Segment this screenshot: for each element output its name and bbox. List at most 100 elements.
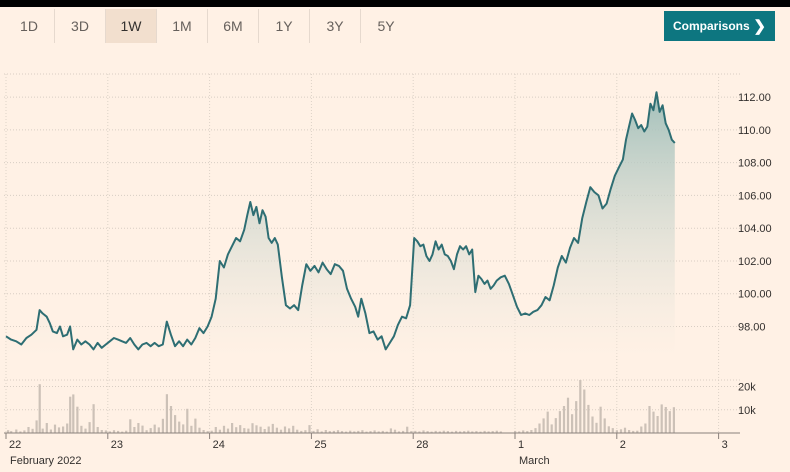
- volume-bar: [595, 422, 598, 433]
- volume-bar: [275, 427, 278, 433]
- volume-bar: [304, 430, 307, 433]
- range-button-6m[interactable]: 6M: [208, 9, 259, 43]
- volume-bar: [571, 414, 574, 433]
- volume-bar: [607, 426, 610, 433]
- volume-bar: [636, 430, 639, 433]
- volume-bar: [41, 428, 44, 433]
- volume-bar: [365, 431, 368, 433]
- volume-bar: [49, 429, 52, 433]
- range-button-1y[interactable]: 1Y: [259, 9, 310, 43]
- x-tick-label: 23: [111, 439, 123, 451]
- volume-bar: [243, 428, 246, 433]
- month-label: March: [519, 455, 550, 467]
- volume-bar: [336, 430, 340, 433]
- volume-bar: [202, 430, 205, 433]
- volume-bar: [668, 411, 671, 433]
- range-button-1d[interactable]: 1D: [4, 9, 55, 43]
- range-button-5y[interactable]: 5Y: [377, 18, 395, 34]
- volume-bar: [100, 430, 103, 433]
- volume-bar: [467, 430, 470, 433]
- x-tick-label: 24: [213, 439, 225, 451]
- volume-bar: [455, 430, 458, 433]
- volume-bar: [357, 430, 360, 433]
- x-tick-label: 2: [620, 439, 626, 451]
- volume-bar: [92, 404, 95, 433]
- volume-bar: [194, 418, 197, 433]
- volume-bar: [495, 430, 498, 433]
- volume-bar: [76, 406, 79, 433]
- volume-bar: [479, 431, 482, 433]
- volume-bar: [340, 431, 344, 433]
- volume-bar: [23, 430, 26, 433]
- price-tick-label: 112.00: [738, 92, 771, 104]
- volume-bar: [283, 426, 287, 433]
- volume-bar: [198, 427, 201, 433]
- volume-bar: [19, 431, 22, 433]
- volume-bar: [471, 431, 474, 433]
- volume-bar: [149, 428, 152, 433]
- volume-bar: [186, 408, 189, 433]
- volume-bar: [369, 431, 372, 433]
- volume-y-axis: 10k 20k: [738, 382, 756, 417]
- volume-bar: [53, 424, 57, 433]
- volume-bar: [499, 431, 502, 433]
- volume-bar: [15, 429, 18, 433]
- volume-bar: [80, 425, 83, 433]
- volume-bar: [603, 418, 606, 433]
- volume-bar: [530, 430, 533, 433]
- volume-bar: [562, 406, 566, 433]
- month-label: February 2022: [10, 455, 82, 467]
- volume-bar: [210, 430, 213, 433]
- volume-bar: [157, 427, 160, 433]
- volume-bar: [141, 425, 144, 433]
- price-tick-label: 108.00: [738, 158, 772, 170]
- volume-bar: [332, 430, 335, 433]
- volume-bar: [514, 430, 517, 433]
- volume-bar: [84, 428, 87, 433]
- volume-bar: [69, 396, 72, 433]
- volume-bar: [133, 427, 136, 433]
- volume-bars: [4, 379, 740, 433]
- x-tick-label: 28: [416, 439, 428, 451]
- volume-bar: [361, 430, 364, 433]
- comparisons-button[interactable]: Comparisons ❯: [664, 11, 775, 41]
- volume-bar: [218, 429, 221, 433]
- volume-bar: [587, 404, 590, 433]
- volume-bar: [446, 431, 449, 433]
- volume-bar: [247, 428, 250, 433]
- volume-bar: [88, 422, 91, 433]
- volume-bar: [463, 431, 466, 433]
- volume-bar: [591, 416, 594, 433]
- range-button-3d[interactable]: 3D: [55, 9, 106, 43]
- price-tick-label: 104.00: [738, 223, 772, 235]
- volume-bar: [35, 420, 38, 433]
- volume-bar: [566, 397, 570, 433]
- volume-bar: [632, 430, 635, 433]
- price-tick-label: 98.00: [738, 322, 766, 334]
- range-button-3y[interactable]: 3Y: [310, 9, 361, 43]
- volume-bar: [153, 424, 156, 433]
- volume-bar: [345, 431, 348, 433]
- volume-bar: [38, 384, 41, 433]
- price-tick-label: 102.00: [738, 256, 772, 268]
- volume-bar: [664, 407, 667, 433]
- volume-bar: [300, 430, 303, 433]
- volume-bar: [619, 429, 623, 433]
- volume-bar: [518, 431, 521, 433]
- range-button-1w[interactable]: 1W: [106, 9, 157, 43]
- volume-bar: [316, 429, 319, 433]
- volume-bar: [45, 423, 48, 433]
- volume-bar: [235, 427, 238, 433]
- volume-bar: [644, 423, 647, 433]
- volume-bar: [640, 426, 643, 433]
- range-button-1m[interactable]: 1M: [157, 9, 208, 43]
- price-tick-label: 100.00: [738, 289, 772, 301]
- volume-bar: [442, 430, 445, 433]
- volume-bar: [558, 411, 561, 433]
- volume-bar: [125, 430, 128, 433]
- volume-bar: [450, 431, 454, 433]
- volume-bar: [575, 401, 578, 433]
- volume-bar: [62, 426, 65, 433]
